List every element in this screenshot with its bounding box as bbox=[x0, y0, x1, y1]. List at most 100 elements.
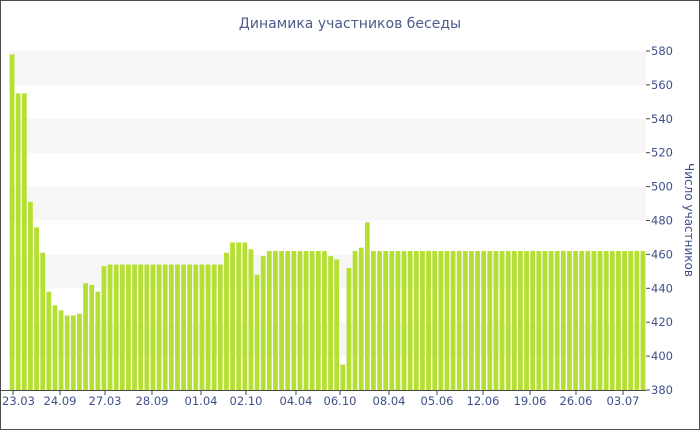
x-tick-label: 08.04 bbox=[373, 394, 406, 408]
bar bbox=[285, 251, 291, 390]
y-tick-label: 380 bbox=[651, 383, 673, 397]
bar bbox=[518, 251, 523, 390]
bar bbox=[9, 54, 15, 390]
bar bbox=[150, 264, 156, 390]
bar bbox=[591, 251, 597, 390]
bar bbox=[138, 264, 144, 390]
grid-band bbox=[9, 118, 646, 153]
bar bbox=[603, 251, 609, 390]
bar bbox=[573, 251, 578, 390]
x-tick-label: 05.06 bbox=[421, 394, 454, 408]
bar bbox=[444, 251, 450, 390]
bar bbox=[524, 251, 529, 390]
y-axis-ticks: 380 400 420 440 460 480 500 520 540 560 580 bbox=[646, 44, 673, 397]
bar bbox=[266, 251, 272, 390]
bar bbox=[113, 264, 119, 390]
x-tick-label: 24.09 bbox=[44, 394, 77, 408]
x-tick-label: 06.10 bbox=[324, 394, 357, 408]
bar bbox=[168, 264, 174, 390]
bar bbox=[181, 264, 186, 390]
bar bbox=[511, 251, 517, 390]
bar bbox=[481, 251, 487, 390]
bar bbox=[505, 251, 511, 390]
bar bbox=[144, 264, 150, 390]
bar bbox=[487, 251, 493, 390]
bar bbox=[352, 251, 358, 390]
bar bbox=[126, 264, 131, 390]
bar bbox=[346, 267, 352, 390]
x-tick-label: 28.09 bbox=[136, 394, 169, 408]
bar bbox=[64, 315, 70, 390]
bar bbox=[236, 242, 242, 390]
bar bbox=[309, 251, 315, 390]
bar bbox=[40, 252, 46, 390]
bar bbox=[224, 252, 229, 390]
y-tick-label: 400 bbox=[651, 349, 673, 363]
bar bbox=[297, 251, 303, 390]
bar bbox=[542, 251, 548, 390]
bar bbox=[622, 251, 627, 390]
y-axis-label: Число участников bbox=[682, 163, 696, 277]
x-tick-label: 23.03 bbox=[2, 394, 35, 408]
bar bbox=[432, 251, 438, 390]
bar bbox=[52, 305, 58, 390]
bar bbox=[175, 264, 180, 390]
bar bbox=[401, 251, 407, 390]
bar bbox=[101, 266, 107, 390]
bar bbox=[89, 284, 95, 390]
bar bbox=[554, 251, 560, 390]
bar bbox=[616, 251, 621, 390]
bar bbox=[211, 264, 217, 390]
bar bbox=[107, 264, 113, 390]
bar bbox=[156, 264, 162, 390]
bar bbox=[273, 251, 278, 390]
x-tick-label: 02.10 bbox=[230, 394, 263, 408]
bar bbox=[187, 264, 193, 390]
bar bbox=[260, 256, 266, 390]
bar bbox=[548, 251, 554, 390]
chart-title: Динамика участников беседы bbox=[239, 16, 461, 32]
bar bbox=[634, 251, 640, 390]
bar bbox=[279, 251, 284, 390]
bar bbox=[530, 251, 536, 390]
bar bbox=[377, 251, 382, 390]
bar bbox=[438, 251, 444, 390]
bar bbox=[640, 251, 646, 390]
bar-series bbox=[9, 54, 646, 391]
bar bbox=[303, 251, 309, 390]
bar bbox=[230, 242, 235, 390]
bar bbox=[358, 247, 364, 390]
bar bbox=[95, 291, 101, 390]
bar bbox=[132, 264, 137, 390]
bar bbox=[34, 227, 39, 390]
bar bbox=[389, 251, 395, 390]
bar bbox=[560, 251, 566, 390]
bar bbox=[579, 251, 585, 390]
bar bbox=[499, 251, 505, 390]
bar bbox=[407, 251, 413, 390]
x-tick-label: 27.03 bbox=[89, 394, 122, 408]
bar bbox=[340, 364, 346, 390]
bar bbox=[58, 310, 64, 390]
x-tick-label: 03.07 bbox=[607, 394, 640, 408]
y-tick-label: 500 bbox=[651, 180, 673, 194]
bar bbox=[15, 93, 21, 391]
grid-band bbox=[9, 51, 646, 85]
bar bbox=[420, 251, 425, 390]
bar bbox=[493, 251, 499, 390]
bar bbox=[315, 251, 321, 390]
bar bbox=[322, 251, 327, 390]
bar bbox=[199, 264, 205, 390]
x-axis-ticks: 23.03 24.09 27.03 28.09 01.04 02.10 04.04 06.10… bbox=[2, 390, 639, 408]
bar bbox=[567, 251, 572, 390]
bar bbox=[597, 251, 603, 390]
bar bbox=[205, 264, 211, 390]
bar bbox=[70, 315, 76, 390]
bar bbox=[291, 251, 297, 390]
bar bbox=[28, 201, 33, 390]
x-tick-label: 04.04 bbox=[280, 394, 313, 408]
y-tick-label: 440 bbox=[651, 281, 673, 295]
bar bbox=[193, 264, 199, 390]
bar bbox=[46, 291, 52, 390]
bar bbox=[77, 313, 82, 390]
